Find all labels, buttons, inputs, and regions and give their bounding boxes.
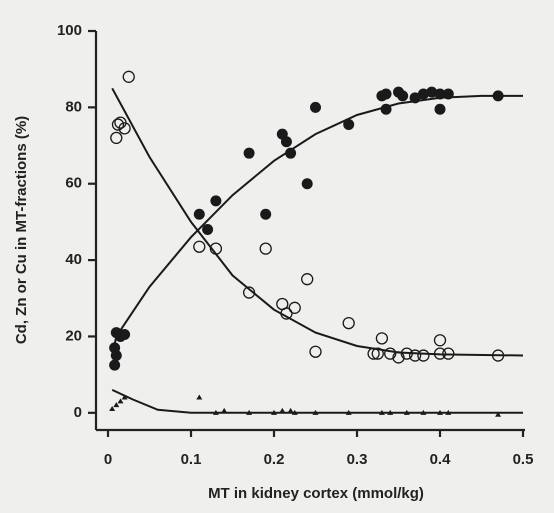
triangle-point xyxy=(246,409,253,415)
y-axis-label: Cd, Zn or Cu in MT-fractions (%) xyxy=(13,116,30,344)
y-tick-label: 80 xyxy=(65,98,82,115)
triangle-point xyxy=(345,409,352,415)
filled-point xyxy=(260,208,272,220)
triangle-point xyxy=(437,409,443,415)
triangle-point xyxy=(312,409,319,415)
open-point xyxy=(433,347,447,360)
open-point xyxy=(288,301,301,314)
triangle-point xyxy=(113,402,120,408)
triangle-point xyxy=(420,409,427,415)
filled-point xyxy=(193,208,205,220)
triangle-point xyxy=(117,398,124,404)
fit-curve xyxy=(111,87,524,357)
filled-point xyxy=(280,136,292,148)
open-point xyxy=(433,334,447,347)
x-tick-label: 0 xyxy=(104,451,112,468)
y-tick-label: 20 xyxy=(65,327,82,344)
triangle-point xyxy=(495,411,502,417)
filled-point xyxy=(380,103,392,115)
filled-point xyxy=(202,224,214,236)
filled-point xyxy=(110,350,122,362)
triangle-point xyxy=(109,406,116,411)
triangle-point xyxy=(212,409,219,415)
filled-point xyxy=(380,88,392,100)
open-point xyxy=(442,347,455,360)
filled-point xyxy=(417,88,429,100)
open-point xyxy=(408,349,422,362)
open-point xyxy=(371,347,384,360)
open-point xyxy=(193,240,206,253)
open-point xyxy=(122,70,135,83)
open-point xyxy=(367,347,380,360)
y-tick-label: 60 xyxy=(65,175,82,192)
open-point xyxy=(111,118,125,131)
y-tick-label: 100 xyxy=(57,22,82,39)
open-point xyxy=(417,349,430,362)
fit-curve xyxy=(111,94,523,356)
triangle-point xyxy=(403,409,410,415)
triangle-point xyxy=(279,407,286,413)
open-point xyxy=(400,347,413,360)
filled-point xyxy=(442,88,454,100)
filled-point xyxy=(310,101,321,113)
open-point xyxy=(309,345,322,358)
open-point xyxy=(384,347,397,360)
filled-point xyxy=(210,195,222,207)
open-point xyxy=(110,131,123,145)
triangle-point xyxy=(445,409,452,415)
triangle-point xyxy=(196,394,203,400)
triangle-point xyxy=(121,394,128,400)
triangle-point xyxy=(287,407,294,413)
filled-point xyxy=(492,90,504,102)
triangle-point xyxy=(271,409,277,415)
open-point xyxy=(342,316,355,330)
open-point xyxy=(209,242,223,255)
filled-point xyxy=(434,103,446,115)
filled-point xyxy=(343,119,355,131)
filled-point xyxy=(409,92,421,104)
filled-point xyxy=(109,359,121,371)
y-tick-label: 0 xyxy=(74,404,82,421)
triangle-point xyxy=(387,409,394,415)
fit-curve xyxy=(111,388,523,414)
triangle-point xyxy=(291,409,298,415)
open-point xyxy=(375,332,389,345)
filled-point xyxy=(434,88,446,100)
open-point xyxy=(392,351,405,364)
open-point xyxy=(259,242,272,255)
filled-point xyxy=(243,147,255,159)
open-point xyxy=(280,307,293,320)
filled-point xyxy=(397,90,409,102)
filled-point xyxy=(426,86,438,98)
open-point xyxy=(118,122,131,135)
filled-point xyxy=(285,147,297,159)
open-point xyxy=(301,273,314,286)
x-tick-label: 0.1 xyxy=(181,451,202,468)
x-tick-label: 0.4 xyxy=(430,451,452,468)
open-point xyxy=(491,349,505,362)
triangle-point xyxy=(378,409,385,415)
x-tick-label: 0.3 xyxy=(347,451,368,468)
triangle-point xyxy=(221,407,228,413)
y-tick-label: 40 xyxy=(65,251,82,268)
filled-point xyxy=(301,178,313,190)
x-axis-label: MT in kidney cortex (mmol/kg) xyxy=(208,485,424,502)
open-point xyxy=(242,286,256,299)
filled-point xyxy=(119,329,131,341)
x-tick-label: 0.5 xyxy=(513,451,534,468)
x-tick-label: 0.2 xyxy=(264,451,285,468)
